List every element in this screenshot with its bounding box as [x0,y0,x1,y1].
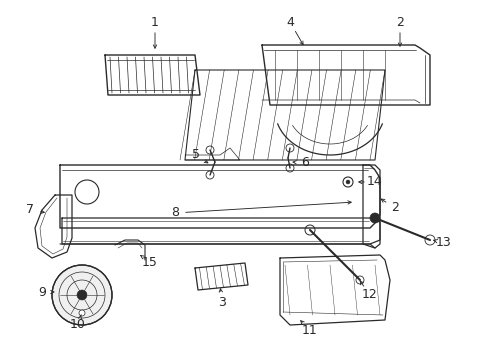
Circle shape [346,180,349,184]
Text: 7: 7 [26,203,34,216]
Text: 14: 14 [366,175,382,189]
Circle shape [77,290,87,300]
Circle shape [75,180,99,204]
Text: 2: 2 [390,202,398,215]
Circle shape [79,310,85,316]
Circle shape [52,265,112,325]
Text: 4: 4 [285,15,293,28]
Text: 2: 2 [395,15,403,28]
Text: 11: 11 [302,324,317,337]
Text: 5: 5 [192,148,200,162]
Text: 6: 6 [301,157,308,170]
Text: 8: 8 [171,207,179,220]
Text: 12: 12 [362,288,377,301]
Circle shape [369,213,379,223]
Text: 13: 13 [435,237,451,249]
Text: 9: 9 [38,285,46,298]
Text: 10: 10 [70,319,86,332]
Text: 3: 3 [218,296,225,309]
Text: 15: 15 [142,256,158,269]
Text: 1: 1 [151,15,159,28]
